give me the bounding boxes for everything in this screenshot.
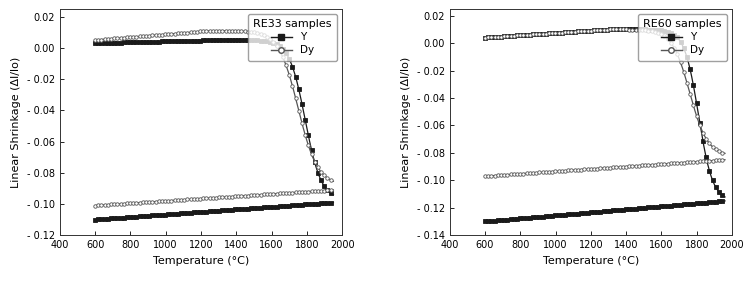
Y-axis label: Linear Shrinkage (Δl/lo): Linear Shrinkage (Δl/lo) xyxy=(401,56,411,188)
X-axis label: Temperature (°C): Temperature (°C) xyxy=(543,255,639,265)
Legend: Y, Dy: Y, Dy xyxy=(638,14,727,61)
Legend: Y, Dy: Y, Dy xyxy=(248,14,337,61)
Y-axis label: Linear Shrinkage (Δl/lo): Linear Shrinkage (Δl/lo) xyxy=(11,56,21,188)
X-axis label: Temperature (°C): Temperature (°C) xyxy=(153,255,249,265)
